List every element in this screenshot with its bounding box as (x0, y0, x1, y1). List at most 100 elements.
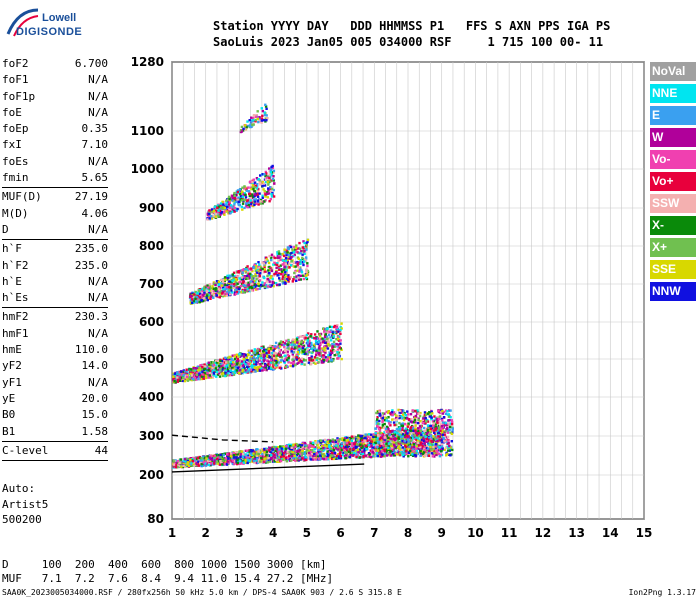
echo-point (259, 283, 263, 287)
echo-point (272, 263, 275, 266)
echo-point (339, 446, 343, 450)
param-row: h`Es N/A (2, 290, 108, 306)
echo-point (347, 444, 350, 447)
echo-point (241, 370, 244, 373)
echo-point (356, 448, 359, 452)
echo-point (206, 373, 210, 376)
param-name: h`Es (2, 291, 29, 305)
echo-point (292, 457, 295, 460)
echo-point (352, 448, 355, 451)
echo-point (246, 359, 249, 362)
echo-point (172, 463, 176, 466)
echo-point (301, 447, 304, 451)
echo-point (300, 444, 303, 447)
echo-point (268, 283, 272, 287)
echo-point (256, 268, 259, 272)
echo-point (340, 322, 343, 325)
echo-point (233, 293, 236, 296)
echo-point (200, 368, 203, 371)
echo-point (311, 458, 314, 461)
echo-point (368, 439, 371, 442)
echo-point (306, 457, 310, 460)
echo-point (243, 357, 247, 360)
echo-point (283, 358, 286, 362)
echo-point (219, 456, 222, 459)
echo-point (305, 244, 308, 247)
echo-point (298, 247, 302, 251)
echo-point (179, 462, 183, 465)
echo-point (232, 456, 236, 459)
echo-point (332, 443, 336, 446)
echo-point (252, 351, 255, 354)
echo-point (266, 274, 269, 278)
echo-point (255, 278, 258, 281)
echo-point (331, 438, 334, 441)
echo-point (256, 271, 259, 274)
echo-point (287, 361, 290, 364)
echo-point (196, 369, 200, 372)
echo-point (242, 358, 245, 361)
y-tick-label: 80 (147, 512, 164, 526)
echo-point (325, 345, 328, 348)
echo-point (278, 342, 281, 345)
echo-point (333, 354, 336, 357)
echo-point (268, 278, 271, 282)
echo-point (179, 458, 182, 461)
echo-point (370, 453, 373, 456)
echo-point (317, 440, 320, 443)
echo-point (234, 369, 237, 372)
echo-point (184, 463, 187, 467)
echo-point (243, 353, 246, 356)
echo-point (307, 453, 310, 456)
echo-point (185, 378, 189, 381)
echo-point (302, 443, 305, 447)
echo-point (330, 325, 334, 329)
echo-point (191, 464, 194, 467)
echo-point (263, 447, 266, 451)
echo-point (324, 349, 327, 352)
echo-point (286, 258, 289, 261)
echo-point (246, 461, 249, 465)
echo-point (295, 275, 298, 278)
echo-point (257, 450, 260, 453)
echo-point (265, 283, 268, 287)
echo-point (284, 365, 287, 369)
echo-point (330, 349, 333, 352)
echo-point (406, 436, 409, 439)
echo-point (214, 292, 218, 296)
echo-point (269, 276, 272, 279)
param-value: N/A (88, 89, 108, 103)
echo-point (262, 262, 266, 265)
echo-point (337, 339, 341, 342)
echo-point (337, 330, 340, 333)
echo-point (299, 266, 302, 269)
echo-point (441, 429, 444, 433)
echo-point (335, 454, 338, 458)
echo-point (388, 437, 392, 440)
echo-point (279, 348, 282, 352)
echo-point (211, 367, 214, 370)
echo-point (232, 454, 236, 457)
echo-point (204, 464, 208, 467)
echo-point (357, 451, 360, 454)
echo-point (347, 452, 350, 455)
echo-point (262, 366, 265, 369)
echo-point (297, 257, 300, 260)
echo-point (301, 449, 304, 452)
echo-point (320, 361, 324, 364)
echo-point (234, 280, 237, 283)
echo-point (340, 348, 343, 351)
echo-point (283, 458, 286, 461)
echo-point (252, 452, 255, 455)
echo-point (331, 330, 334, 334)
echo-point (184, 376, 187, 379)
echo-point (269, 344, 272, 348)
echo-point (307, 344, 311, 348)
echo-point (176, 378, 180, 381)
echo-point (328, 445, 331, 449)
echo-point (298, 348, 301, 351)
echo-point (208, 295, 211, 298)
echo-point (366, 435, 370, 438)
echo-point (192, 298, 196, 301)
echo-point (296, 336, 299, 340)
